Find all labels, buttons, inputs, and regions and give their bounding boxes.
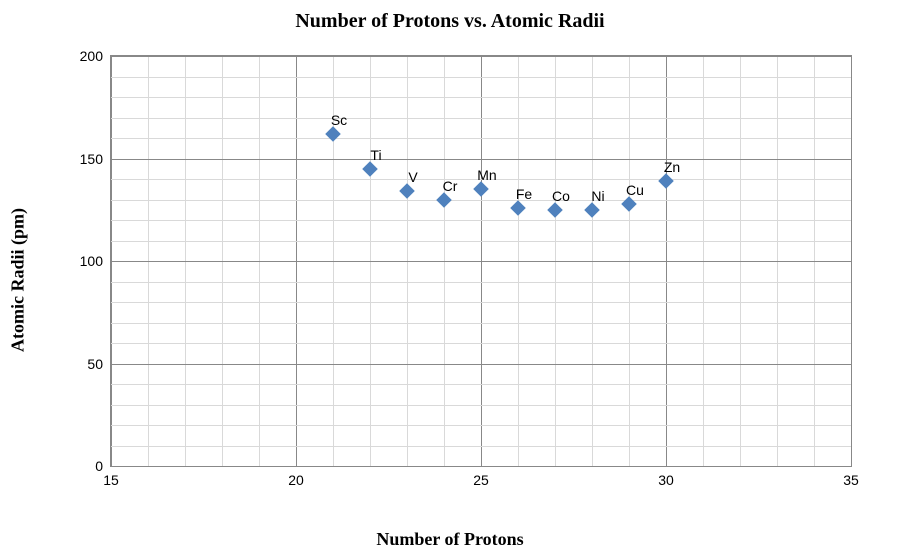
data-point-marker — [473, 181, 489, 197]
y-tick-label: 200 — [80, 48, 111, 64]
data-point-marker — [621, 196, 637, 212]
data-point-marker — [325, 126, 341, 142]
y-gridline-minor — [111, 302, 851, 303]
y-gridline-minor — [111, 425, 851, 426]
data-point-label: Fe — [516, 186, 532, 202]
y-gridline-minor — [111, 446, 851, 447]
data-point-marker — [399, 184, 415, 200]
data-point-marker — [436, 192, 452, 208]
data-point-label: Ni — [591, 188, 604, 204]
x-tick-label: 20 — [288, 466, 304, 488]
data-point-label: Cu — [626, 182, 644, 198]
data-point-marker — [510, 200, 526, 216]
x-tick-label: 25 — [473, 466, 489, 488]
y-gridline-major — [111, 261, 851, 262]
data-point-label: Co — [552, 188, 570, 204]
y-tick-label: 100 — [80, 253, 111, 269]
x-tick-label: 30 — [658, 466, 674, 488]
x-gridline-major — [851, 56, 852, 466]
y-gridline-minor — [111, 343, 851, 344]
plot-area: 1520253035050100150200ScTiVCrMnFeCoNiCuZ… — [110, 55, 852, 467]
y-axis-label: Atomic Radii (pm) — [8, 208, 29, 352]
y-tick-label: 150 — [80, 151, 111, 167]
data-point-label: Zn — [664, 159, 680, 175]
y-gridline-minor — [111, 241, 851, 242]
y-gridline-minor — [111, 138, 851, 139]
y-tick-label: 50 — [87, 356, 111, 372]
x-tick-label: 35 — [843, 466, 859, 488]
data-point-label: Sc — [331, 112, 347, 128]
data-point-label: V — [408, 169, 417, 185]
data-point-label: Cr — [443, 178, 458, 194]
x-axis-label: Number of Protons — [0, 529, 900, 550]
y-gridline-minor — [111, 282, 851, 283]
data-point-marker — [584, 202, 600, 218]
y-gridline-minor — [111, 384, 851, 385]
y-gridline-minor — [111, 97, 851, 98]
data-point-marker — [362, 161, 378, 177]
y-gridline-minor — [111, 220, 851, 221]
chart-title: Number of Protons vs. Atomic Radii — [0, 10, 900, 33]
data-point-marker — [658, 173, 674, 189]
y-gridline-minor — [111, 118, 851, 119]
y-gridline-major — [111, 56, 851, 57]
y-gridline-major — [111, 364, 851, 365]
y-gridline-minor — [111, 200, 851, 201]
y-gridline-minor — [111, 77, 851, 78]
y-gridline-minor — [111, 323, 851, 324]
y-gridline-minor — [111, 405, 851, 406]
data-point-label: Ti — [370, 147, 381, 163]
y-gridline-major — [111, 159, 851, 160]
y-gridline-major — [111, 466, 851, 467]
data-point-marker — [547, 202, 563, 218]
chart-container: Number of Protons vs. Atomic Radii Atomi… — [0, 0, 900, 560]
y-tick-label: 0 — [95, 458, 111, 474]
data-point-label: Mn — [477, 167, 496, 183]
